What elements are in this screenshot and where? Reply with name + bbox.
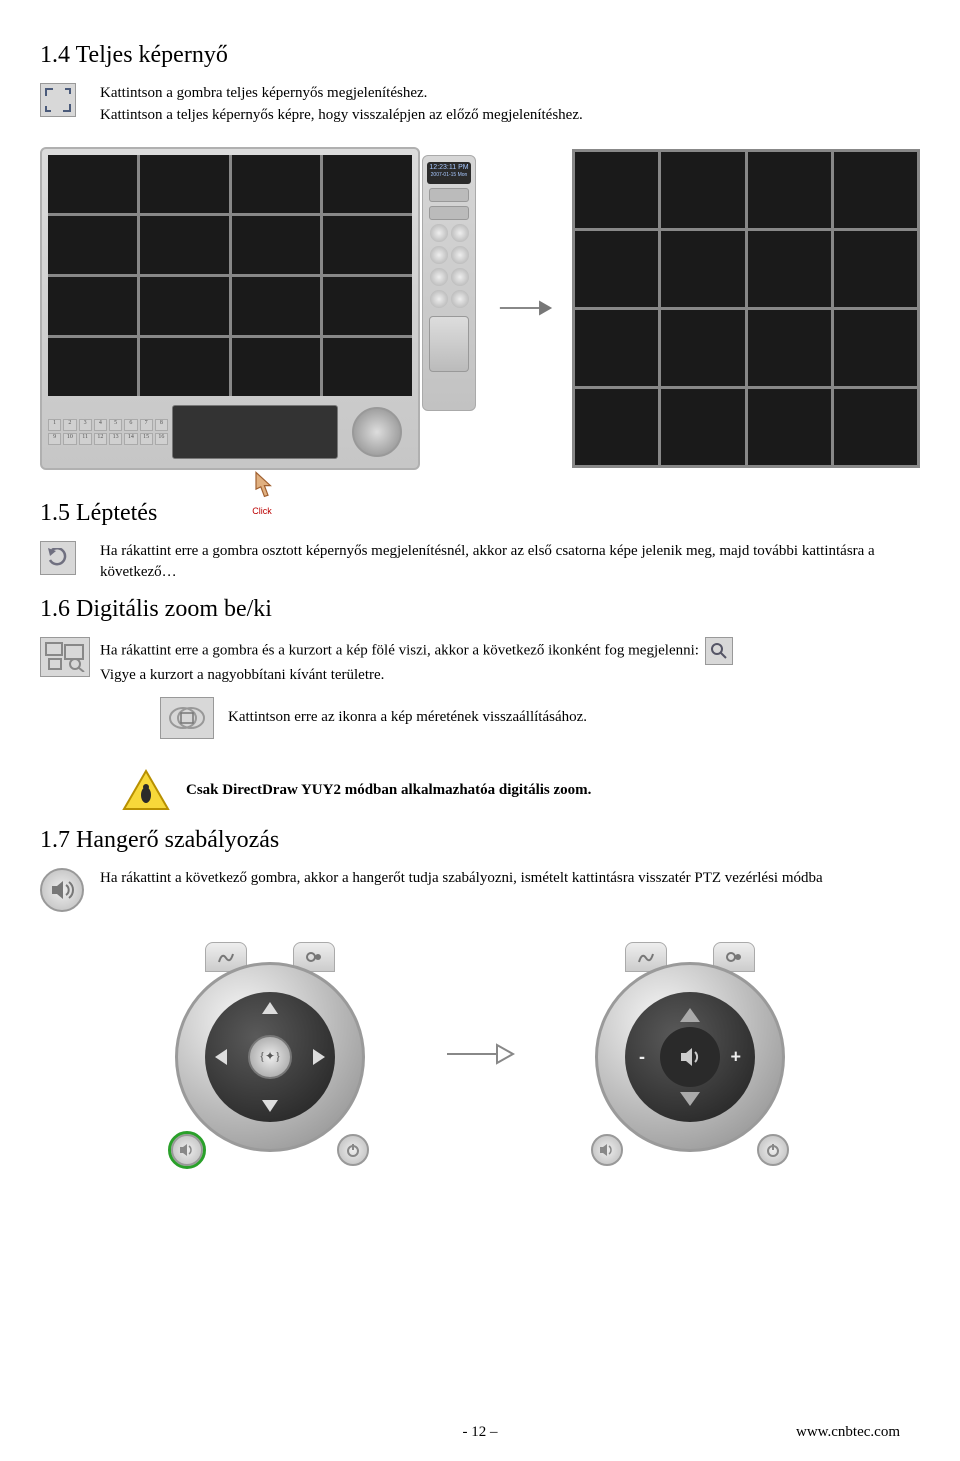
heading-1-4: 1.4 Teljes képernyő (40, 42, 920, 69)
power-button[interactable] (337, 1134, 369, 1166)
mini-button[interactable] (429, 188, 469, 202)
ptz-dial: {✦} (155, 942, 385, 1172)
side-slider[interactable] (429, 316, 469, 372)
text-1-6-warning: Csak DirectDraw YUY2 módban alkalmazható… (186, 782, 591, 799)
round-btn[interactable] (430, 246, 448, 264)
arrow-right-icon (498, 296, 554, 320)
fullscreen-icon[interactable] (40, 83, 76, 117)
channel-number-buttons[interactable]: 12345678 910111213141516 (48, 419, 168, 445)
warning-icon (120, 767, 172, 815)
dvr-window: 12345678 910111213141516 12:23:11 PM 200… (40, 147, 420, 470)
arrow-right-icon (445, 1041, 515, 1072)
page-footer: - 12 – www.cnbtec.com (0, 1424, 960, 1441)
magnifier-icon (705, 637, 733, 665)
mini-button[interactable] (429, 206, 469, 220)
fullscreen-grid-4x4 (572, 149, 920, 468)
round-btn[interactable] (451, 246, 469, 264)
page-number: - 12 – (463, 1424, 498, 1441)
side-control-panel: 12:23:11 PM 2007-01-15 Mon (422, 155, 476, 411)
heading-1-5: 1.5 Léptetés (40, 500, 920, 527)
clock-display: 12:23:11 PM 2007-01-15 Mon (427, 162, 471, 184)
round-btn[interactable] (430, 290, 448, 308)
power-button[interactable] (757, 1134, 789, 1166)
volume-minus[interactable]: - (639, 1046, 645, 1067)
heading-1-7: 1.7 Hangerő szabályozás (40, 827, 920, 854)
round-btn[interactable] (430, 224, 448, 242)
text-1-4-line2: Kattintson a teljes képernyős képre, hog… (100, 105, 920, 127)
round-btn[interactable] (451, 224, 469, 242)
text-1-5: Ha rákattint erre a gombra osztott képer… (100, 541, 920, 585)
text-1-6-line2: Vigye a kurzort a nagyobbítani kívánt te… (100, 665, 920, 687)
click-cursor-icon: Click (244, 470, 280, 516)
step-icon[interactable] (40, 541, 76, 575)
volume-icon[interactable] (40, 868, 84, 912)
ptz-direction-pad[interactable]: {✦} (205, 992, 335, 1122)
volume-dial: + - (575, 942, 805, 1172)
volume-toggle-button[interactable] (171, 1134, 203, 1166)
heading-1-6: 1.6 Digitális zoom be/ki (40, 596, 920, 623)
digital-zoom-icon[interactable] (40, 637, 90, 677)
mute-button[interactable] (660, 1027, 720, 1087)
camera-grid-4x4 (48, 155, 412, 396)
volume-pad[interactable]: + - (625, 992, 755, 1122)
round-btn[interactable] (430, 268, 448, 286)
ptz-wheel-small[interactable] (342, 405, 412, 459)
fullscreen-figure: 12345678 910111213141516 12:23:11 PM 200… (40, 147, 920, 470)
ptz-vs-volume-figure: {✦} + - (40, 942, 920, 1172)
text-1-4-line1: Kattintson a gombra teljes képernyős meg… (100, 83, 920, 105)
volume-plus[interactable]: + (730, 1046, 741, 1067)
text-1-6-restore: Kattintson erre az ikonra a kép méreténe… (228, 707, 587, 729)
footer-url: www.cnbtec.com (796, 1424, 900, 1441)
round-btn[interactable] (451, 268, 469, 286)
round-btn[interactable] (451, 290, 469, 308)
text-1-7: Ha rákattint a következő gombra, akkor a… (100, 868, 920, 890)
text-1-6-line1a: Ha rákattint erre a gombra és a kurzort … (100, 642, 699, 658)
ptz-center-button[interactable]: {✦} (248, 1035, 292, 1079)
event-log (172, 405, 338, 459)
volume-toggle-button[interactable] (591, 1134, 623, 1166)
restore-size-icon[interactable] (160, 697, 214, 739)
